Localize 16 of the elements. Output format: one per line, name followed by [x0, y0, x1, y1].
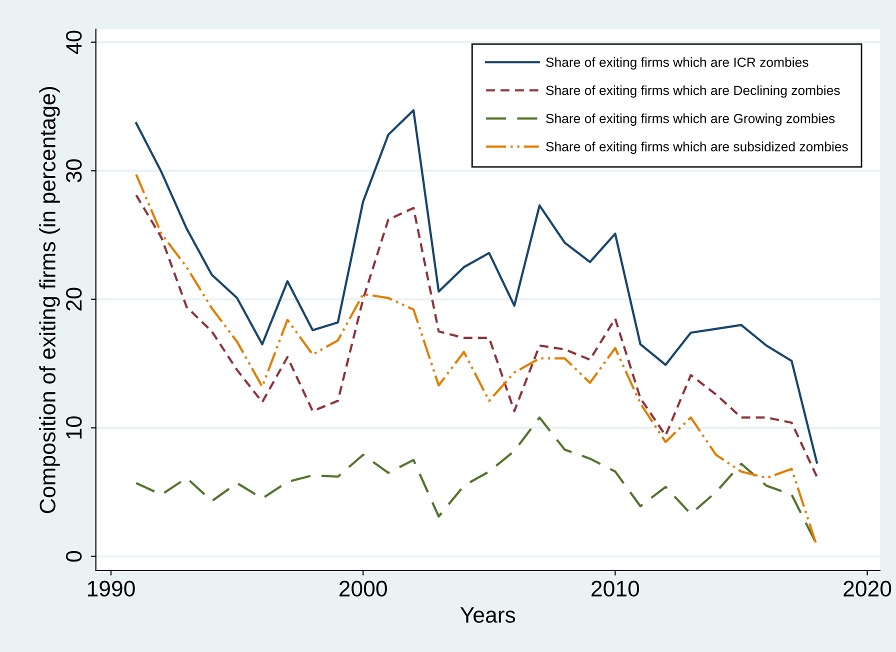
x-axis-title: Years — [460, 607, 516, 623]
y-tick-label: 0 — [66, 551, 82, 562]
y-tick-label: 10 — [66, 416, 82, 438]
y-axis-title: Composition of exiting firms (in percentage) — [39, 86, 60, 514]
x-tick-label: 2020 — [844, 580, 892, 597]
legend-label: Share of exiting firms which are Growing zombies — [546, 114, 835, 126]
x-tick-label: 2010 — [592, 580, 640, 597]
legend-label: Share of exiting firms which are subsidized zombies — [546, 142, 848, 154]
line-series — [135, 194, 818, 478]
legend-label: Share of exiting firms which are ICR zombies — [546, 57, 808, 70]
y-tick-label: 30 — [66, 159, 82, 182]
x-tick-label: 2000 — [339, 580, 387, 597]
y-tick-label: 40 — [66, 30, 82, 54]
legend-label: Share of exiting firms which are Declining zombies — [546, 85, 840, 98]
x-tick-label: 1990 — [88, 580, 135, 597]
y-tick-label: 20 — [66, 288, 82, 311]
